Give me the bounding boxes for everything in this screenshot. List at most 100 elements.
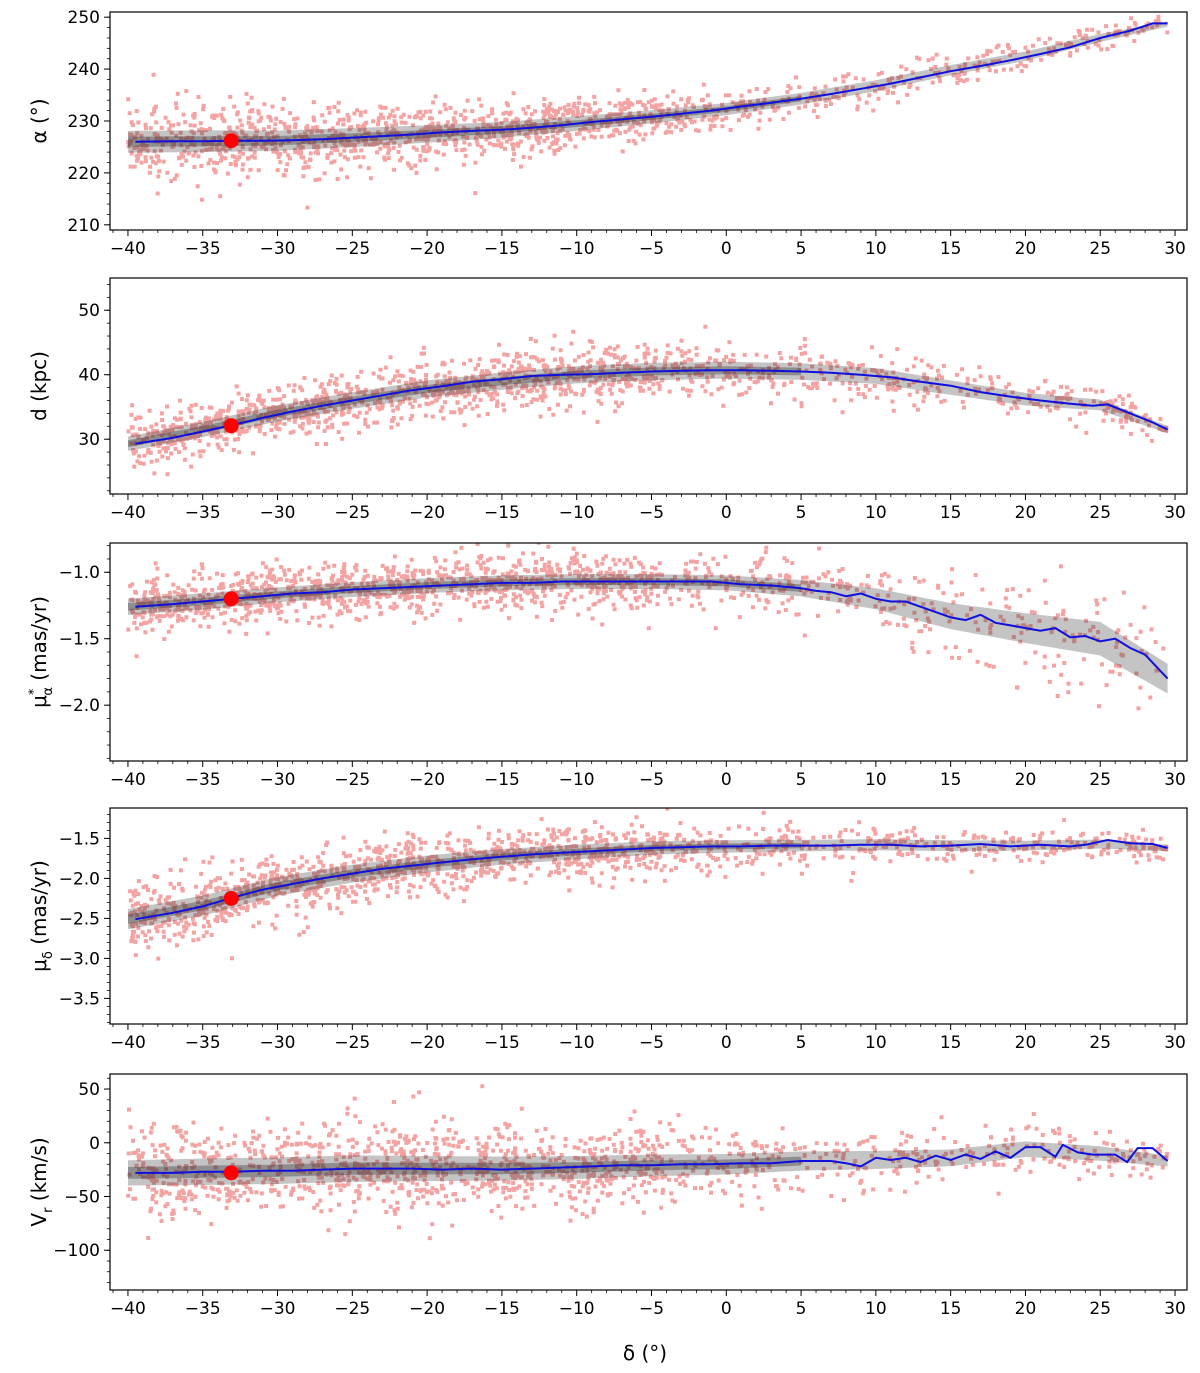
density-core xyxy=(128,21,1168,153)
x-tick-label: 5 xyxy=(796,239,807,259)
x-tick-label: 0 xyxy=(721,770,732,790)
panel-2: −40 −35 −30 −25 −20 −15 −10 −5 0 5 10 15 20 25 30 30 40 5… xyxy=(27,277,1188,523)
x-tick-label: −15 xyxy=(484,239,520,259)
density-core xyxy=(128,839,1168,930)
plot-area xyxy=(126,14,1170,210)
plot-area xyxy=(126,543,1169,711)
x-tick-label: −20 xyxy=(409,239,445,259)
x-tick-label: −5 xyxy=(639,770,664,790)
mean-track-line xyxy=(135,580,1169,680)
x-axis-label: δ (°) xyxy=(623,1341,667,1365)
plot-area xyxy=(126,1084,1170,1241)
density-band-outer xyxy=(128,21,1168,153)
y-tick-label: 0 xyxy=(89,1134,100,1154)
scatter-cloud xyxy=(126,14,1170,210)
x-tick-label: 0 xyxy=(721,1033,732,1053)
x-tick-label: −30 xyxy=(260,503,296,523)
x-tick-label: 20 xyxy=(1015,239,1037,259)
x-tick-label: 10 xyxy=(865,239,887,259)
x-tick-label: 5 xyxy=(796,503,807,523)
mean-track-line xyxy=(135,369,1169,445)
x-tick-label: 25 xyxy=(1089,1033,1111,1053)
progenitor-marker xyxy=(223,418,239,434)
y-tick-label: −1.0 xyxy=(59,563,100,583)
y-tick-label: −1.5 xyxy=(59,829,100,849)
x-ticks: −40 −35 −30 −25 −20 −15 −10 −5 0 5 10 15 20 25 30 xyxy=(110,1290,1186,1319)
x-tick-label: −40 xyxy=(110,239,146,259)
y-tick-label: 210 xyxy=(68,216,100,236)
x-tick-label: 5 xyxy=(796,770,807,790)
x-tick-label: −35 xyxy=(185,1299,221,1319)
y-tick-label: −3.0 xyxy=(59,949,100,969)
progenitor-marker xyxy=(223,1165,239,1181)
x-tick-label: −25 xyxy=(334,1299,370,1319)
x-tick-label: −25 xyxy=(334,503,370,523)
scatter-points xyxy=(126,324,1169,477)
x-tick-label: 25 xyxy=(1089,503,1111,523)
axes-frame xyxy=(109,277,1188,495)
y-axis-label: Vr (km/s) xyxy=(27,1137,56,1226)
mean-track-line xyxy=(135,1143,1169,1174)
scatter-cloud xyxy=(126,324,1169,477)
x-ticks: −40 −35 −30 −25 −20 −15 −10 −5 0 5 10 15 20 25 30 xyxy=(110,494,1186,523)
x-tick-label: 30 xyxy=(1164,1033,1186,1053)
progenitor-marker xyxy=(223,591,239,607)
x-tick-label: 10 xyxy=(865,1033,887,1053)
x-tick-label: 5 xyxy=(796,1299,807,1319)
scatter-cloud xyxy=(128,808,1169,961)
x-tick-label: −10 xyxy=(559,239,595,259)
x-tick-label: −40 xyxy=(110,1033,146,1053)
x-tick-label: −5 xyxy=(639,1033,664,1053)
mean-track-line xyxy=(135,838,1168,921)
density-band-inner xyxy=(128,1156,802,1179)
progenitor-marker xyxy=(223,133,239,149)
density-core xyxy=(128,574,1168,694)
x-tick-label: 20 xyxy=(1015,770,1037,790)
x-tick-label: 15 xyxy=(940,1299,962,1319)
y-ticks: −1.5 −2.0 −2.5 −3.0 −3.5 xyxy=(59,814,110,1023)
x-tick-label: −25 xyxy=(334,1033,370,1053)
x-tick-label: −20 xyxy=(409,1033,445,1053)
x-tick-label: 0 xyxy=(721,239,732,259)
scatter-points xyxy=(128,808,1169,961)
x-tick-label: 25 xyxy=(1089,1299,1111,1319)
density-band-outer xyxy=(128,839,1168,930)
y-axis-label: d (kpc) xyxy=(27,351,51,421)
x-tick-label: 20 xyxy=(1015,1299,1037,1319)
panel-3: −40 −35 −30 −25 −20 −15 −10 −5 0 5 10 15 20 25 30−1.0−… xyxy=(27,542,1188,790)
x-tick-label: −20 xyxy=(409,503,445,523)
x-tick-label: −40 xyxy=(110,503,146,523)
x-tick-label: −35 xyxy=(185,1033,221,1053)
x-tick-label: 20 xyxy=(1015,503,1037,523)
y-axis-label: α (°) xyxy=(27,98,51,143)
mean-track-line xyxy=(135,22,1168,143)
y-tick-label: 50 xyxy=(78,301,100,321)
x-tick-label: 15 xyxy=(940,1033,962,1053)
x-ticks: −40 −35 −30 −25 −20 −15 −10 −5 0 5 10 15 20 25 30 xyxy=(110,761,1186,790)
y-tick-label: 230 xyxy=(68,112,100,132)
y-tick-label: −100 xyxy=(53,1241,100,1261)
x-tick-label: −30 xyxy=(260,1033,296,1053)
x-tick-label: −15 xyxy=(484,1033,520,1053)
x-tick-label: −5 xyxy=(639,503,664,523)
x-tick-label: −10 xyxy=(559,1299,595,1319)
x-tick-label: 30 xyxy=(1164,1299,1186,1319)
x-tick-label: −10 xyxy=(559,770,595,790)
x-tick-label: 0 xyxy=(721,503,732,523)
y-ticks: 50 0 −50 −100 xyxy=(53,1077,110,1283)
density-core xyxy=(128,1141,1168,1186)
x-tick-label: 10 xyxy=(865,1299,887,1319)
x-tick-label: −30 xyxy=(260,239,296,259)
plot-area xyxy=(128,808,1169,961)
x-tick-label: 30 xyxy=(1164,770,1186,790)
x-tick-label: −20 xyxy=(409,770,445,790)
panels-layer: −40 −35 −30 −25 −20 −15 −10 −5 0 5 10 15 20 25 30 210 22… xyxy=(27,8,1188,1319)
y-tick-label: 50 xyxy=(78,1080,100,1100)
x-tick-label: 30 xyxy=(1164,239,1186,259)
panel-5: −40 −35 −30 −25 −20 −15 −10 −5 0 5 10 15 20 25 30500−5… xyxy=(27,1073,1188,1319)
scatter-cloud xyxy=(126,543,1166,711)
x-tick-label: −35 xyxy=(185,503,221,523)
x-tick-label: −30 xyxy=(260,1299,296,1319)
y-tick-label: 220 xyxy=(68,164,100,184)
